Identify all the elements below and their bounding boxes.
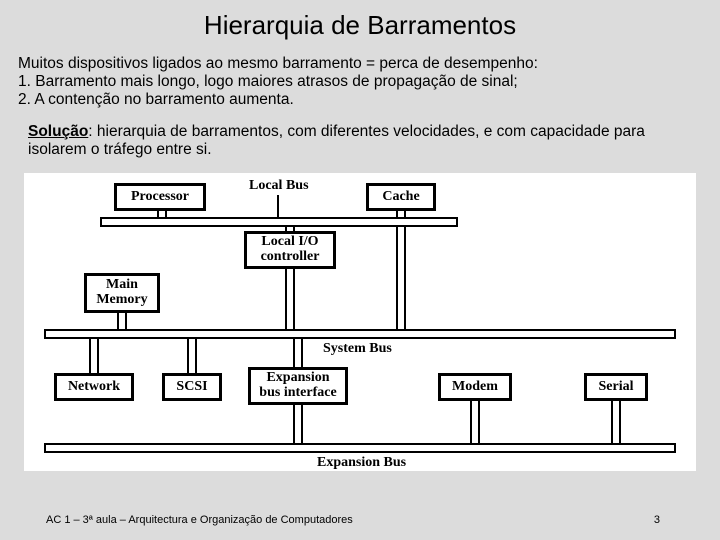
system-bar [44, 329, 676, 339]
modem-down [470, 401, 480, 443]
cache-to-local [396, 211, 406, 217]
network: Network [54, 373, 134, 401]
exp-intf: Expansionbus interface [248, 367, 348, 405]
network-up [89, 339, 99, 373]
footer-left: AC 1 – 3ª aula – Arquitectura e Organiza… [46, 514, 353, 526]
proc-to-local [157, 211, 167, 217]
expansion-bar [44, 443, 676, 453]
local-bar [100, 217, 458, 227]
diagram-container: Processor Cache Local I/Ocontroller MainMem… [24, 173, 696, 471]
local-io: Local I/Ocontroller [244, 231, 336, 269]
intro-text: Muitos dispositivos ligados ao mesmo bar… [0, 55, 720, 73]
cache: Cache [366, 183, 436, 211]
scsi-up [187, 339, 197, 373]
local-bus-label: Local Bus [246, 178, 312, 194]
serial-down [611, 401, 621, 443]
cache-down [396, 227, 406, 329]
bullet-2: 2. A contenção no barramento aumenta. [0, 91, 720, 109]
solution-label: Solução [28, 123, 88, 140]
modem: Modem [438, 373, 512, 401]
expansion-bus-label: Expansion Bus [314, 455, 409, 471]
serial: Serial [584, 373, 648, 401]
main-memory: MainMemory [84, 273, 160, 313]
solution-body: : hierarquia de barramentos, com diferen… [28, 123, 645, 158]
expintf-up [293, 339, 303, 367]
bullet-1: 1. Barramento mais longo, logo maiores a… [0, 73, 720, 91]
solution-paragraph: Solução: hierarquia de barramentos, com … [0, 123, 720, 159]
bus-hierarchy-diagram: Processor Cache Local I/Ocontroller MainMem… [24, 173, 696, 471]
localio-down [285, 269, 295, 329]
page-title: Hierarquia de Barramentos [0, 0, 720, 41]
mainmem-down [117, 313, 127, 329]
local-lbl-stem [277, 195, 279, 217]
scsi: SCSI [162, 373, 222, 401]
system-bus-label: System Bus [320, 341, 395, 357]
footer-page: 3 [654, 514, 660, 526]
processor: Processor [114, 183, 206, 211]
expintf-down [293, 405, 303, 443]
